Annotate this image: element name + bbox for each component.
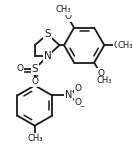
Text: CH₃: CH₃ xyxy=(118,41,132,50)
Text: +: + xyxy=(70,89,75,94)
Text: S: S xyxy=(31,64,38,74)
Text: S: S xyxy=(44,29,51,39)
Text: O: O xyxy=(64,12,71,21)
Text: CH₃: CH₃ xyxy=(97,76,112,85)
Text: O: O xyxy=(97,69,104,78)
Text: O: O xyxy=(17,64,24,73)
Text: CH₃: CH₃ xyxy=(56,5,71,14)
Text: O: O xyxy=(114,41,121,50)
Text: O: O xyxy=(31,77,38,86)
Text: N: N xyxy=(65,91,72,100)
Text: O: O xyxy=(74,84,81,93)
Text: N: N xyxy=(44,51,51,61)
Text: −: − xyxy=(79,103,84,108)
Text: CH₃: CH₃ xyxy=(27,134,43,143)
Text: O: O xyxy=(74,98,81,107)
